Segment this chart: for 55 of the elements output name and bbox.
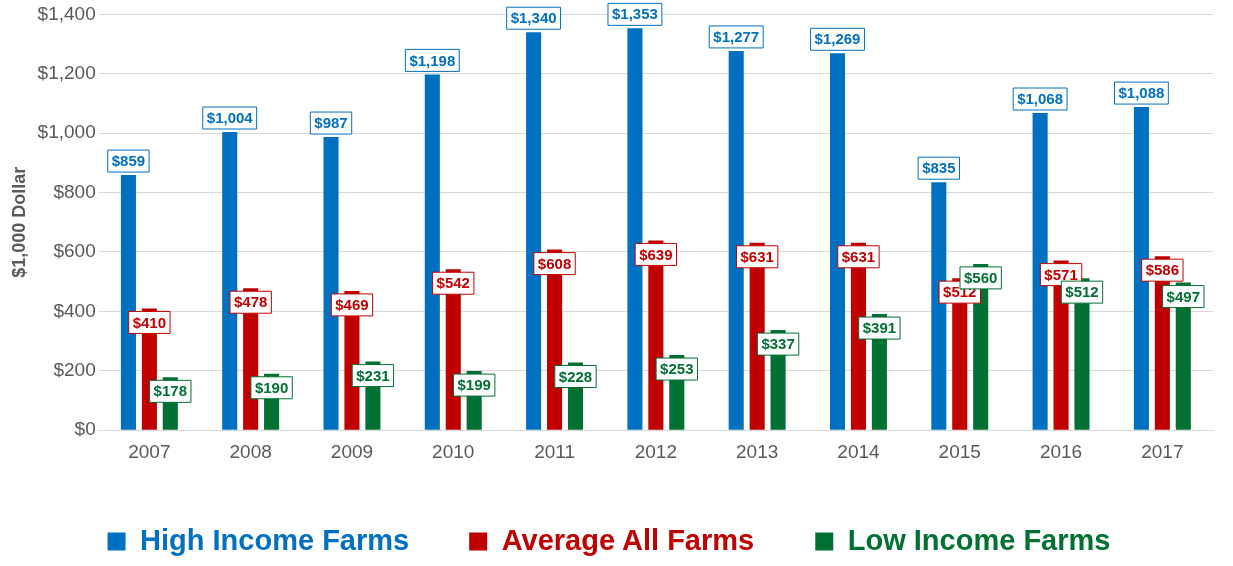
x-tick-label: 2012 — [634, 440, 677, 462]
data-label: $1,277 — [713, 28, 760, 46]
data-label: $512 — [1065, 283, 1099, 301]
x-tick-label: 2016 — [1039, 440, 1083, 462]
data-label: $560 — [964, 269, 998, 287]
data-label: $478 — [233, 293, 268, 311]
data-label: $1,068 — [1017, 90, 1064, 108]
data-label: $253 — [660, 360, 694, 378]
x-tick-label: 2013 — [736, 440, 779, 462]
x-tick-label: 2008 — [229, 440, 272, 462]
data-label: $1,198 — [409, 51, 456, 69]
x-tick-label: 2009 — [330, 440, 374, 462]
x-tick-label: 2007 — [128, 440, 171, 462]
y-axis-title: $1,000 Dollar — [8, 166, 29, 278]
x-tick-label: 2011 — [534, 440, 575, 462]
data-label: $1,340 — [510, 9, 557, 27]
y-tick-label: $800 — [53, 180, 96, 202]
data-label: $391 — [862, 319, 897, 337]
data-label: $231 — [356, 366, 390, 384]
data-label: $631 — [841, 247, 876, 265]
data-label: $199 — [457, 376, 491, 394]
data-label: $586 — [1145, 261, 1180, 279]
y-tick-label: $600 — [53, 240, 96, 262]
data-label: $859 — [111, 152, 146, 170]
data-label: $497 — [1166, 287, 1200, 305]
y-tick-label: $1,400 — [37, 2, 96, 24]
data-label: $571 — [1044, 265, 1078, 283]
data-label: $190 — [254, 378, 289, 396]
data-label: $1,353 — [611, 5, 658, 23]
data-label: $1,004 — [206, 109, 254, 127]
data-label: $835 — [922, 159, 956, 177]
y-tick-label: $0 — [74, 418, 96, 440]
data-label: $542 — [436, 274, 470, 292]
data-label: $410 — [132, 313, 167, 331]
y-tick-label: $400 — [53, 299, 96, 321]
data-label: $1,088 — [1118, 84, 1165, 102]
data-label: $639 — [639, 245, 673, 263]
y-tick-label: $1,000 — [37, 121, 96, 143]
data-label: $631 — [740, 247, 774, 265]
data-label: $608 — [537, 254, 572, 272]
legend-label: Average All Farms — [501, 523, 755, 556]
data-label: $337 — [761, 335, 795, 353]
y-tick-label: $200 — [53, 359, 96, 381]
x-tick-label: 2014 — [837, 440, 881, 462]
x-tick-label: 2010 — [432, 440, 475, 462]
x-tick-label: 2015 — [938, 440, 981, 462]
data-label: $1,269 — [814, 30, 861, 48]
x-tick-label: 2017 — [1141, 440, 1184, 462]
legend-label: Low Income Farms — [847, 523, 1111, 556]
data-label: $469 — [335, 296, 369, 314]
legend-label: High Income Farms — [140, 523, 410, 556]
y-tick-label: $1,200 — [37, 62, 96, 84]
data-label: $178 — [153, 382, 187, 400]
data-label: $228 — [558, 367, 593, 385]
data-label: $987 — [314, 114, 348, 132]
